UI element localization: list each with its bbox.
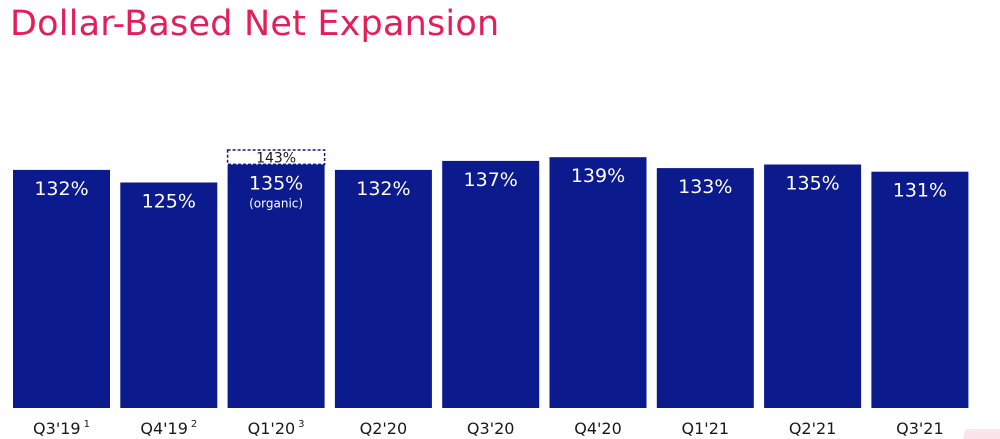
bar-q1-21	[656, 168, 754, 408]
bar-q3-20	[442, 160, 540, 408]
labels-group: 132% Q3'19 1 125% Q4'19 2 135% (organic) Q1'20 3 1…	[33, 151, 947, 439]
bar-q3-19	[13, 169, 110, 408]
value-label: 132%	[34, 178, 88, 200]
value-sublabel: (organic)	[249, 197, 303, 211]
bar-q4-20	[549, 157, 647, 408]
value-label: 137%	[464, 169, 518, 191]
bar-q2-20	[334, 169, 432, 408]
value-label: 139%	[571, 165, 625, 187]
annotation-dashed-box	[226, 149, 326, 166]
category-tick-label: Q4'19 2	[140, 419, 197, 438]
bar-q1-20	[227, 164, 325, 408]
category-tick-label: Q3'20	[467, 419, 515, 438]
page-title: Dollar-Based Net Expansion	[10, 4, 500, 44]
corner-accent-decoration	[940, 429, 1000, 439]
value-label: 133%	[678, 176, 732, 198]
bars-group	[13, 149, 969, 408]
category-tick-label: Q3'19 1	[33, 419, 90, 438]
value-label: 135%	[249, 173, 303, 195]
category-tick-label: Q2'20	[360, 419, 408, 438]
bar-q4-19	[120, 182, 218, 408]
bar-q2-21	[764, 164, 862, 408]
category-tick-label: Q3'21	[896, 419, 944, 438]
value-label: 125%	[142, 191, 196, 213]
value-label: 135%	[785, 173, 839, 195]
value-label: 132%	[356, 178, 410, 200]
category-tick-label: Q4'20	[574, 419, 622, 438]
annotation-label: 143%	[256, 151, 296, 167]
category-tick-label: Q1'21	[682, 419, 730, 438]
bar-q3-21	[871, 171, 969, 408]
value-label: 131%	[893, 180, 947, 202]
category-tick-label: Q2'21	[789, 419, 837, 438]
category-tick-label: Q1'20 3	[248, 419, 305, 438]
